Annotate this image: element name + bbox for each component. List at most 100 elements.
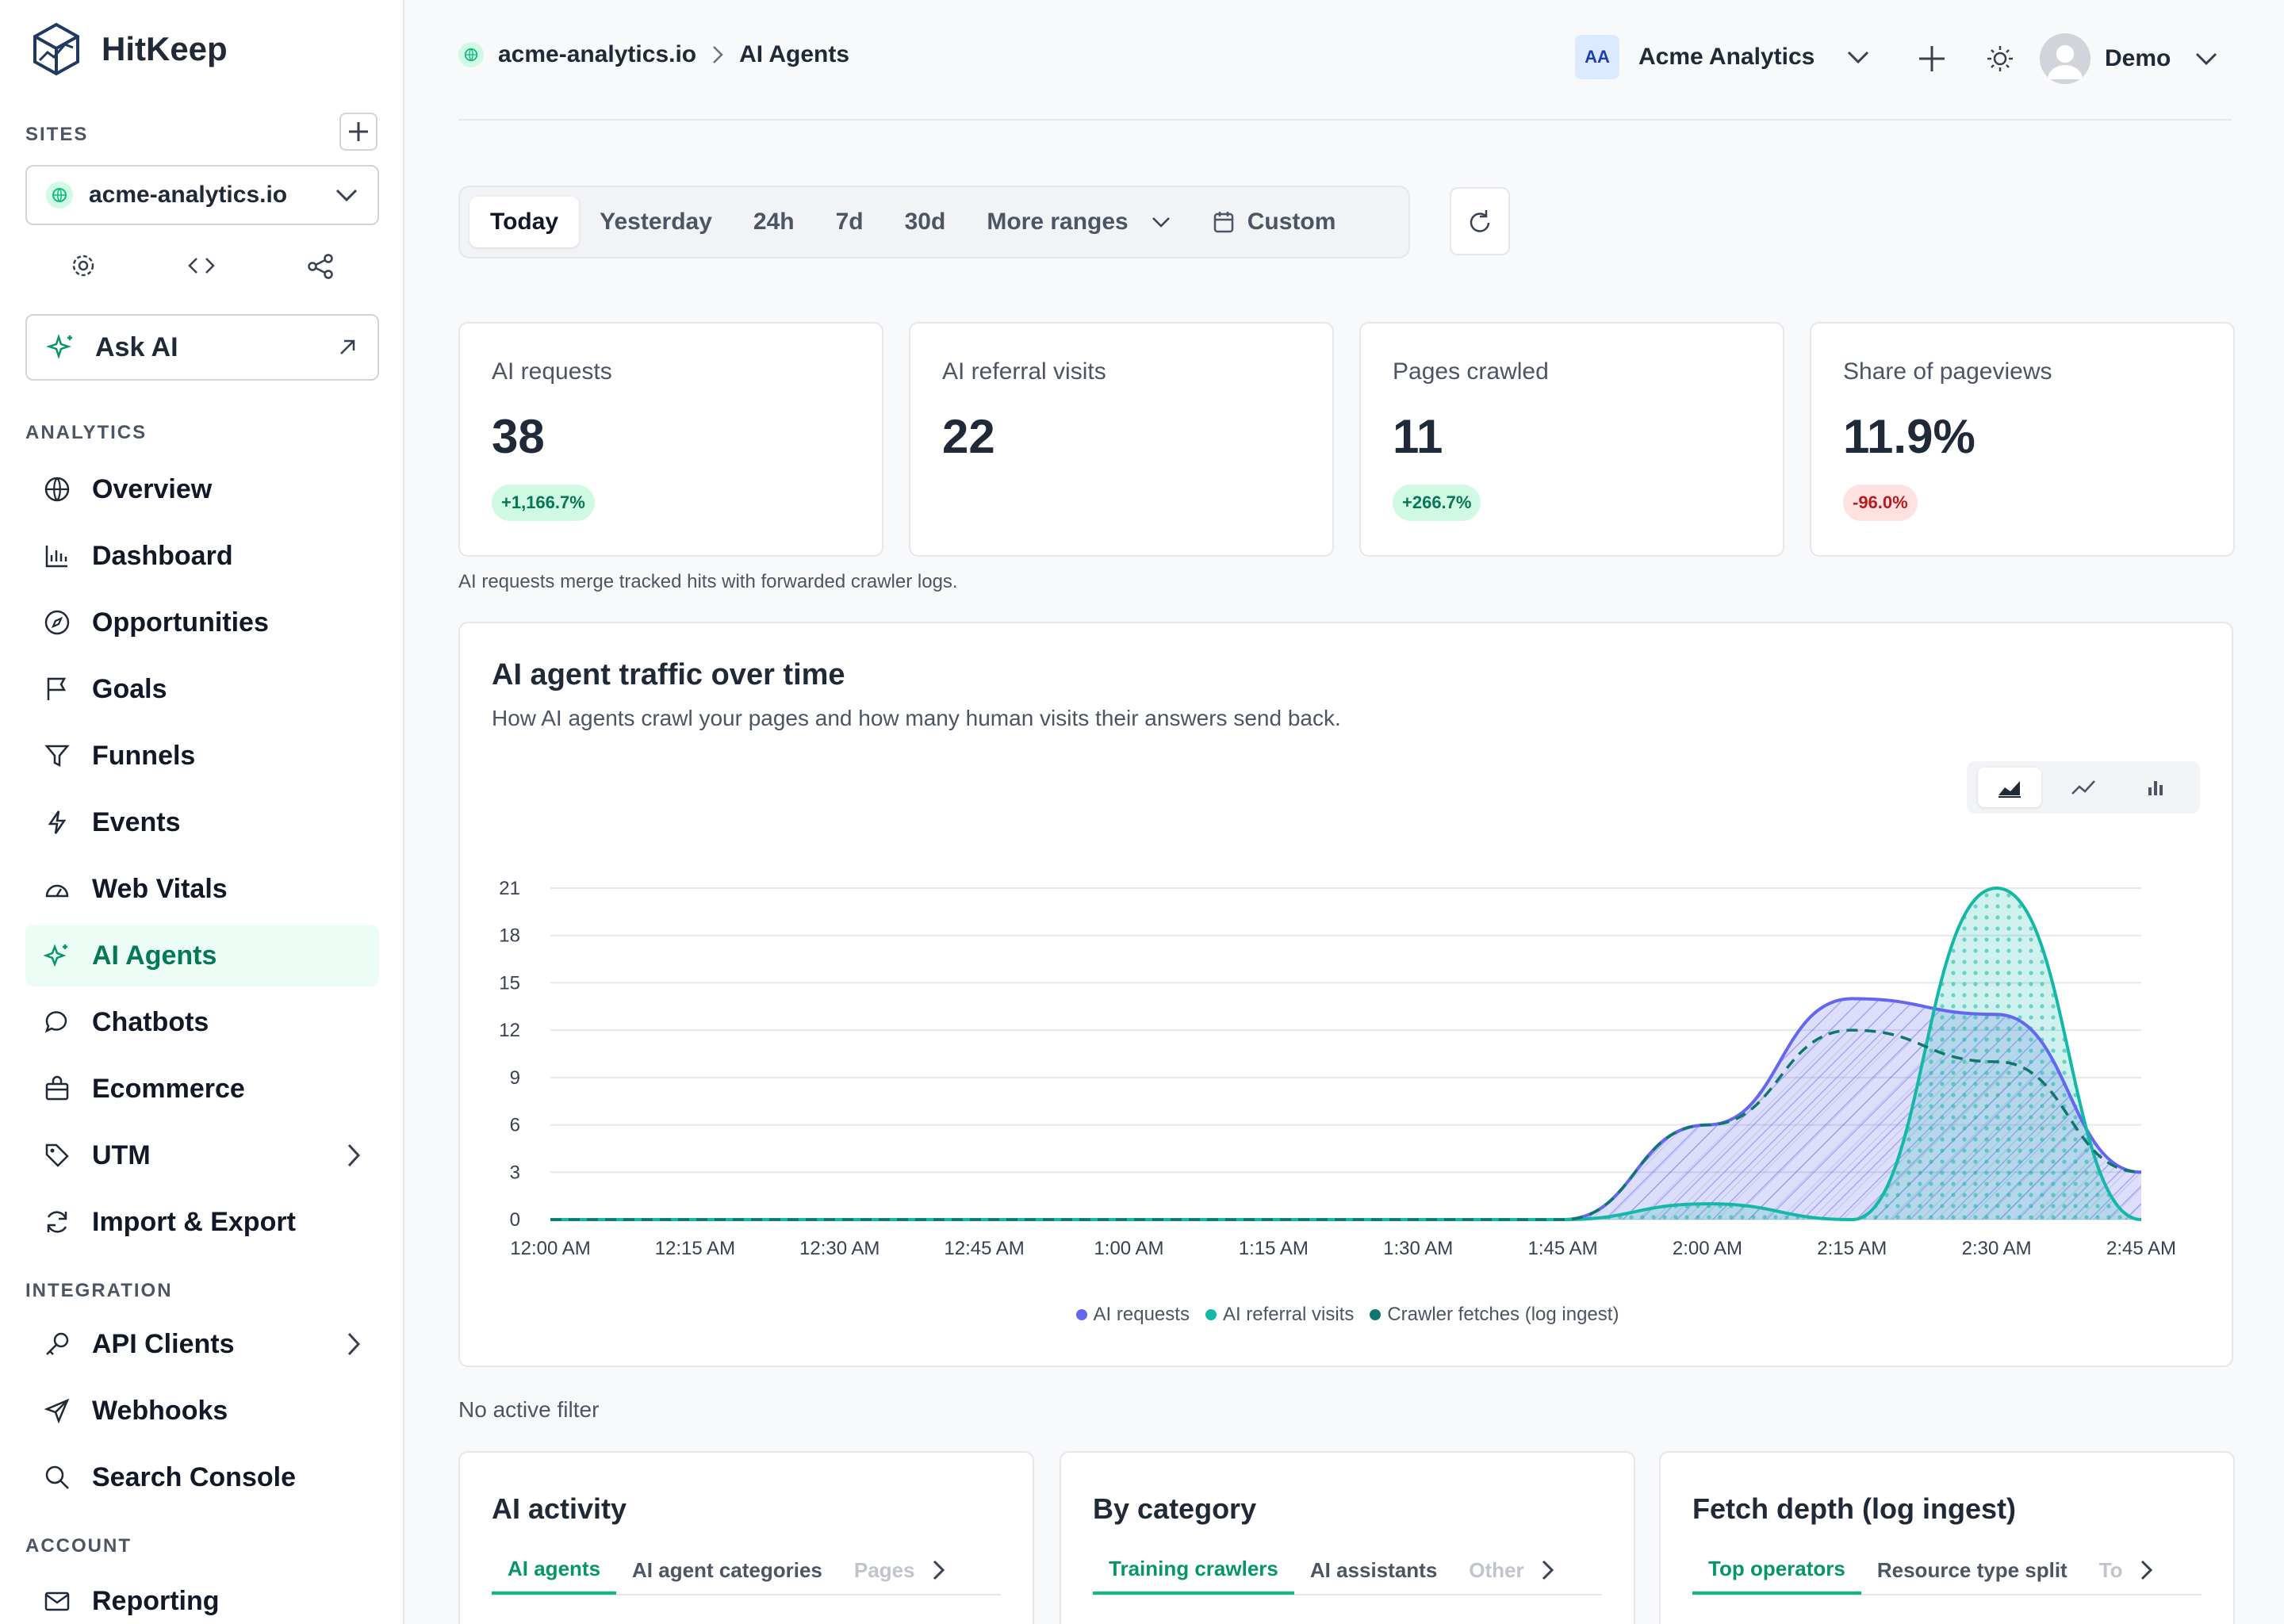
nav-item-label: Opportunities xyxy=(92,607,269,638)
compass-icon xyxy=(43,608,71,637)
tab-resource-type-split[interactable]: Resource type split xyxy=(1876,1557,2067,1582)
legend-swatch xyxy=(1205,1309,1217,1320)
card-title: By category xyxy=(1093,1492,1257,1525)
nav-item-search-console[interactable]: Search Console xyxy=(25,1446,379,1508)
tab-other[interactable]: Other xyxy=(1469,1557,1524,1582)
sun-icon[interactable] xyxy=(1984,41,2016,76)
tab-top-operators[interactable]: Top operators xyxy=(1692,1545,1861,1595)
send-icon xyxy=(43,1396,71,1425)
nav-item-opportunities[interactable]: Opportunities xyxy=(25,592,379,653)
y-tick-label: 9 xyxy=(510,1067,520,1089)
card-tabs: Training crawlers AI assistants Other xyxy=(1093,1546,1602,1595)
nav-item-label: API Clients xyxy=(92,1328,235,1359)
user-menu[interactable]: Demo xyxy=(2040,33,2218,84)
nav-item-import-export[interactable]: Import & Export xyxy=(25,1191,379,1253)
calendar-icon xyxy=(1213,212,1233,233)
org-name: Acme Analytics xyxy=(1638,44,1815,70)
nav-item-label: Webhooks xyxy=(92,1395,228,1426)
by-category-card: By category Training crawlers AI assista… xyxy=(1060,1451,1635,1624)
x-tick-label: 12:45 AM xyxy=(944,1238,1024,1259)
range-yesterday[interactable]: Yesterday xyxy=(600,209,712,235)
hitkeep-logo-icon xyxy=(33,22,79,76)
refresh-icon xyxy=(1470,210,1490,232)
y-tick-label: 3 xyxy=(510,1162,520,1183)
chart-legend: AI requests AI referral visits Crawler f… xyxy=(460,1304,2235,1326)
legend-item[interactable]: AI referral visits xyxy=(1205,1304,1354,1326)
nav-item-label: Events xyxy=(92,806,181,837)
legend-item[interactable]: Crawler fetches (log ingest) xyxy=(1370,1304,1619,1326)
tab-ai-assistants[interactable]: AI assistants xyxy=(1309,1557,1438,1582)
plus-icon[interactable] xyxy=(1916,41,1948,76)
custom-range-label: Custom xyxy=(1247,209,1336,235)
nav-item-ai-agents[interactable]: AI Agents xyxy=(25,925,379,986)
tab-training-crawlers[interactable]: Training crawlers xyxy=(1093,1545,1294,1595)
share-icon[interactable] xyxy=(306,252,335,281)
breadcrumb-site[interactable]: acme-analytics.io xyxy=(498,41,697,67)
nav-item-overview[interactable]: Overview xyxy=(25,458,379,520)
kpi-delta-badge: +266.7% xyxy=(1393,485,1481,521)
mail-icon xyxy=(43,1587,71,1615)
line-chart-toggle[interactable] xyxy=(2052,768,2115,807)
nav-item-goals[interactable]: Goals xyxy=(25,658,379,720)
breadcrumb: acme-analytics.io AI Agents xyxy=(458,41,849,68)
app-name: HitKeep xyxy=(102,30,228,67)
nav-item-web-vitals[interactable]: Web Vitals xyxy=(25,858,379,920)
tab-pages[interactable]: Pages xyxy=(853,1557,915,1582)
nav-item-ecommerce[interactable]: Ecommerce xyxy=(25,1058,379,1120)
add-site-button[interactable] xyxy=(339,113,377,151)
chevron-right-icon xyxy=(347,1332,361,1356)
ai-traffic-chart: 0 3 6 9 12 15 18 21 12:00 AM 12:15 AM 12:30 AM 12:4… xyxy=(499,878,2176,1259)
range-7d[interactable]: 7d xyxy=(835,209,864,235)
legend-swatch xyxy=(1370,1309,1382,1320)
chevron-right-icon[interactable] xyxy=(931,1558,947,1582)
site-select-value: acme-analytics.io xyxy=(89,182,288,208)
code-icon[interactable] xyxy=(186,252,217,279)
ask-ai-button[interactable]: Ask AI xyxy=(25,314,379,381)
top-bar: acme-analytics.io AI Agents AA Acme Anal… xyxy=(458,0,2232,121)
logo[interactable]: HitKeep xyxy=(32,22,228,76)
x-tick-label: 12:15 AM xyxy=(655,1238,735,1259)
nav-item-funnels[interactable]: Funnels xyxy=(25,725,379,787)
series-area-crawler-fetches xyxy=(550,1030,2141,1220)
chevron-right-icon[interactable] xyxy=(1540,1558,1556,1582)
tab-ai-agent-categories[interactable]: AI agent categories xyxy=(632,1557,822,1582)
card-title: Fetch depth (log ingest) xyxy=(1692,1492,2016,1525)
nav-item-events[interactable]: Events xyxy=(25,791,379,853)
nav-item-label: UTM xyxy=(92,1139,151,1170)
nav-item-chatbots[interactable]: Chatbots xyxy=(25,991,379,1053)
refresh-button[interactable] xyxy=(1450,187,1510,255)
range-today[interactable]: Today xyxy=(469,197,580,247)
bar-chart-toggle[interactable] xyxy=(2125,768,2189,807)
x-tick-label: 1:15 AM xyxy=(1239,1238,1309,1259)
chart-type-toggle xyxy=(1967,761,2200,814)
nav-item-api-clients[interactable]: API Clients xyxy=(25,1313,379,1375)
chevron-down-icon xyxy=(1848,51,1869,64)
tab-top-more[interactable]: To xyxy=(2098,1557,2123,1582)
x-tick-label: 2:00 AM xyxy=(1673,1238,1742,1259)
site-select[interactable]: acme-analytics.io xyxy=(25,165,379,225)
avatar xyxy=(2040,33,2090,84)
kpi-value: 22 xyxy=(942,410,995,463)
nav-item-reporting[interactable]: Reporting xyxy=(25,1570,379,1624)
chevron-down-icon xyxy=(1152,217,1170,228)
range-30d[interactable]: 30d xyxy=(904,209,946,235)
card-title: AI activity xyxy=(492,1492,627,1525)
legend-item[interactable]: AI requests xyxy=(1075,1304,1190,1326)
nav-item-utm[interactable]: UTM xyxy=(25,1124,379,1186)
site-tools xyxy=(25,252,379,281)
chevron-right-icon xyxy=(347,1143,361,1167)
nav-item-dashboard[interactable]: Dashboard xyxy=(25,525,379,587)
settings-icon[interactable] xyxy=(70,252,97,279)
sync-icon xyxy=(43,1208,71,1236)
kpi-card-ai-requests: AI requests 38 +1,166.7% xyxy=(458,322,883,557)
chevron-right-icon[interactable] xyxy=(2139,1558,2155,1582)
tab-ai-agents[interactable]: AI agents xyxy=(492,1545,617,1595)
range-24h[interactable]: 24h xyxy=(753,209,795,235)
org-switcher[interactable]: AA Acme Analytics xyxy=(1575,35,1870,79)
chevron-right-icon xyxy=(713,46,723,63)
area-chart-toggle[interactable] xyxy=(1978,768,2042,807)
more-ranges-dropdown[interactable]: More ranges xyxy=(966,197,1191,247)
integration-section-label: INTEGRATION xyxy=(25,1280,173,1301)
nav-item-webhooks[interactable]: Webhooks xyxy=(25,1380,379,1442)
custom-range-button[interactable]: Custom xyxy=(1192,197,1357,247)
